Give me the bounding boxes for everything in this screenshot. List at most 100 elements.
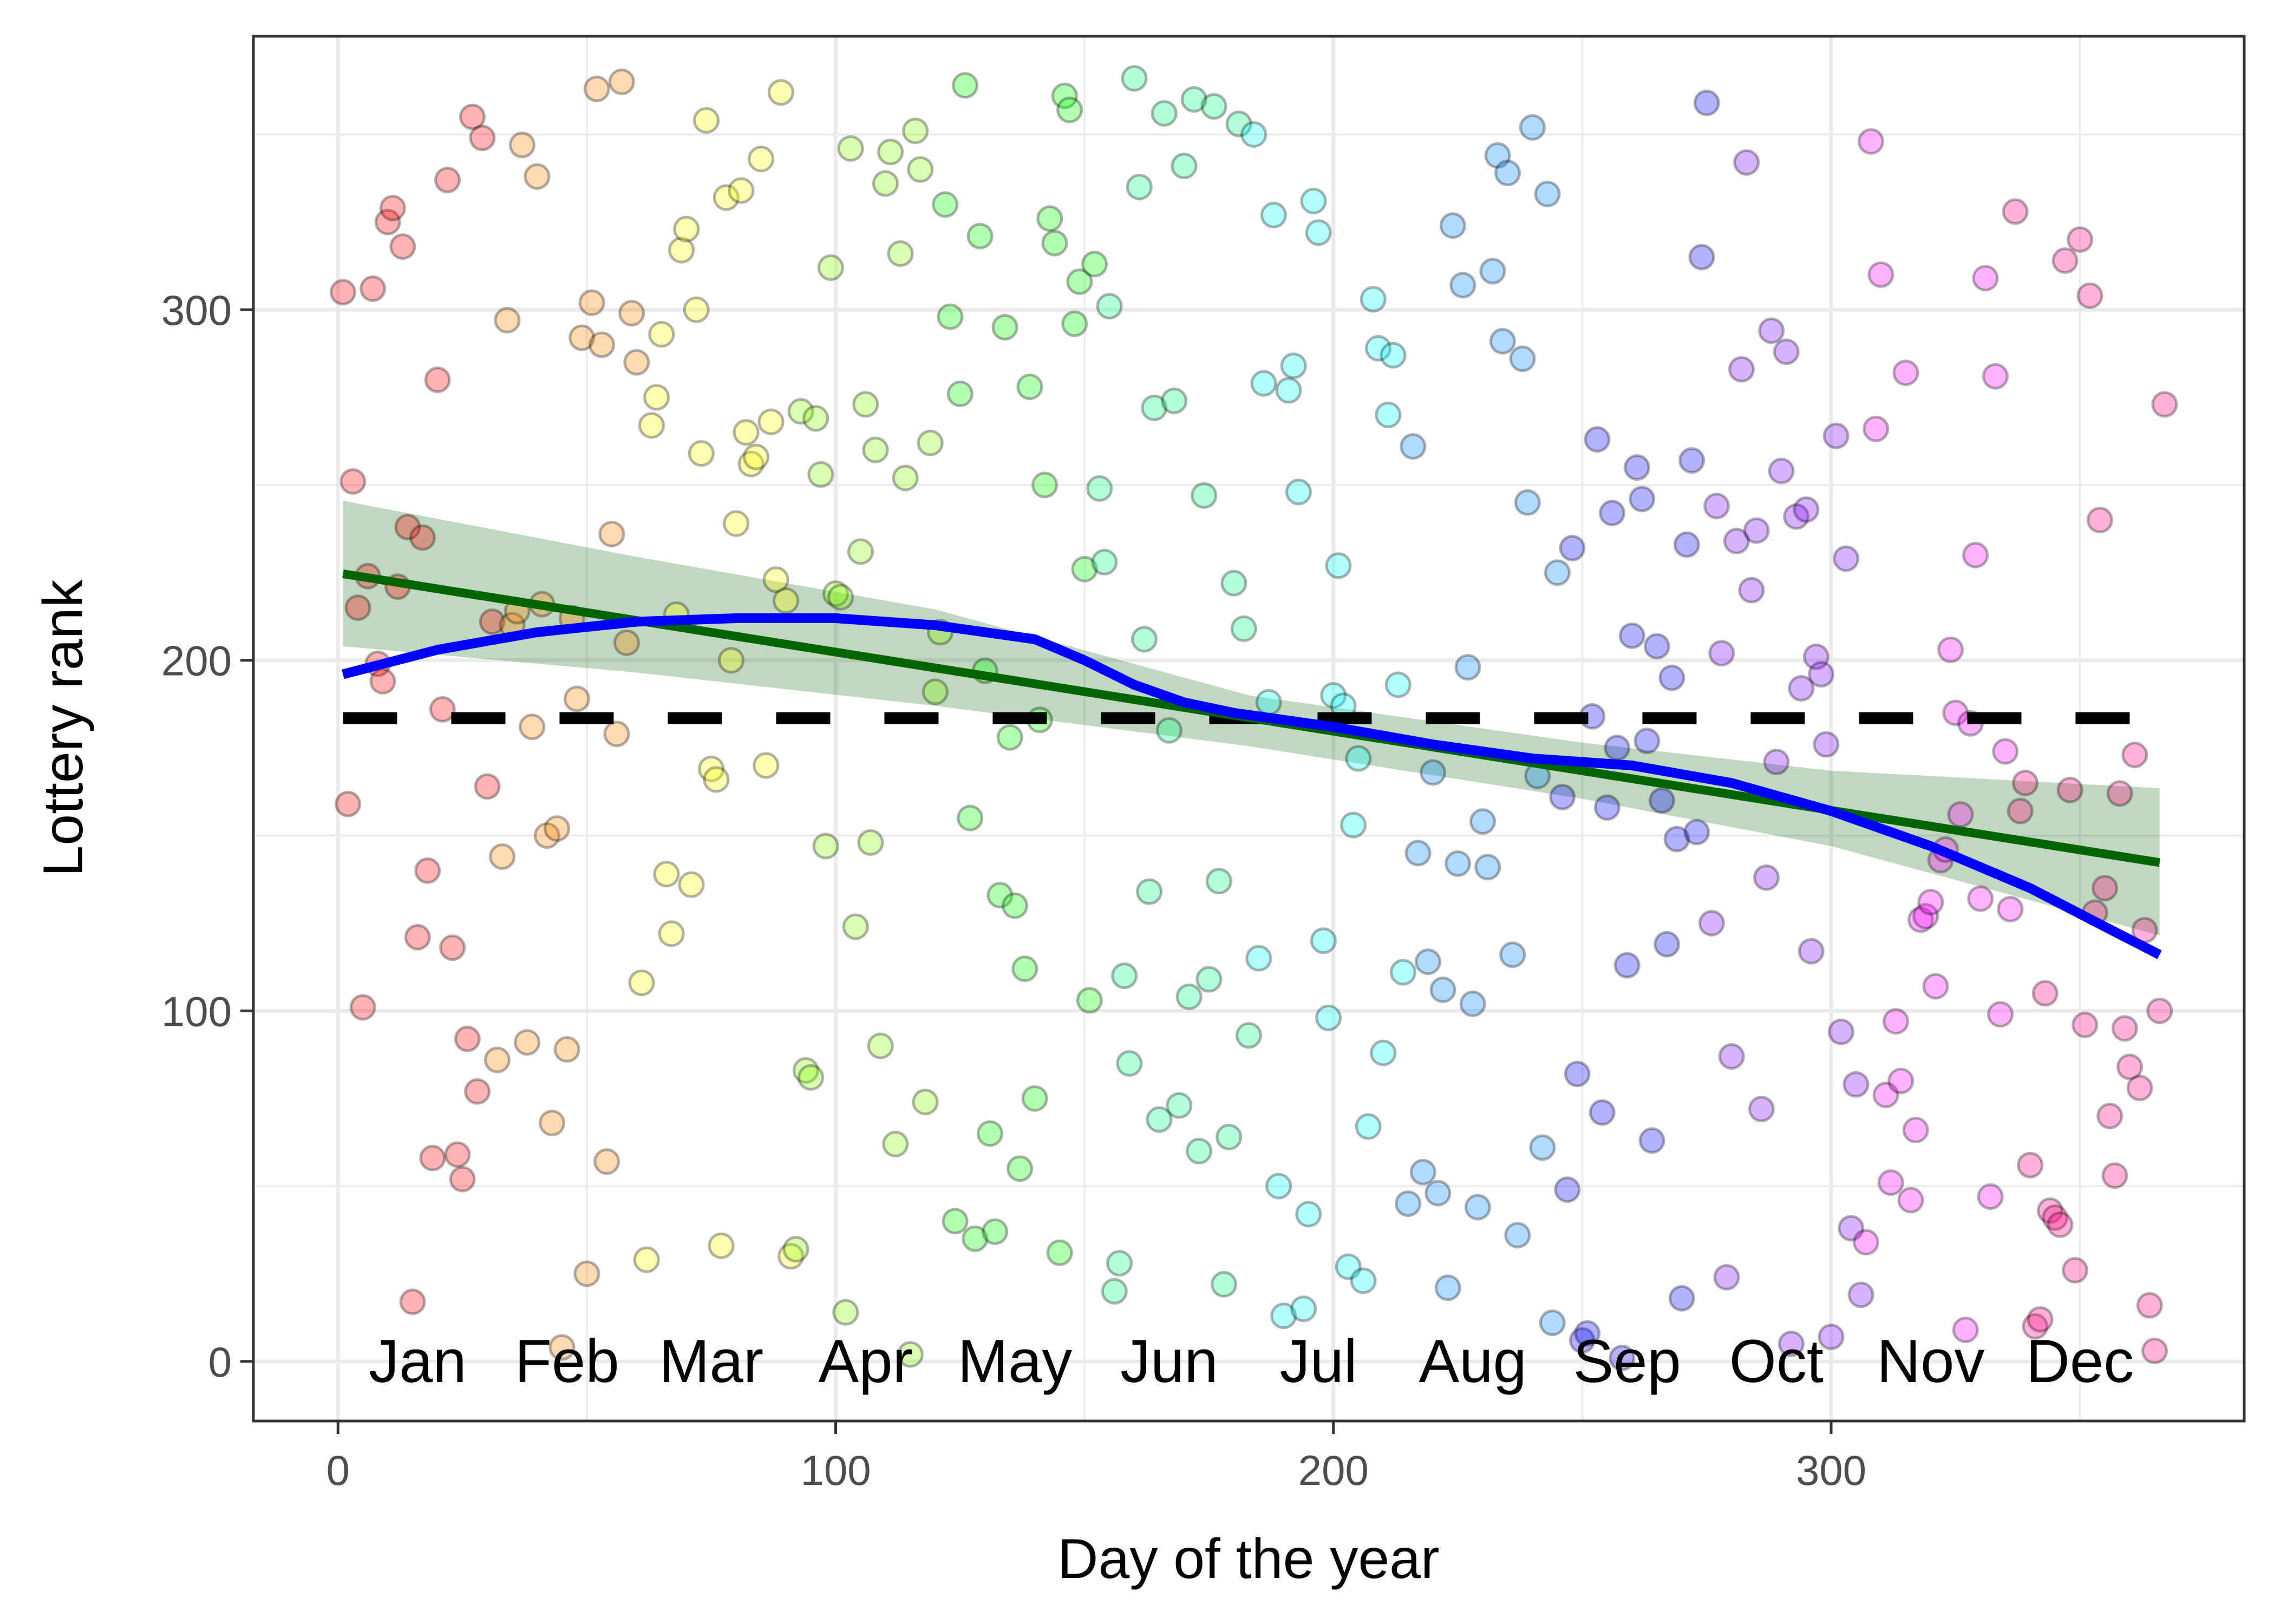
data-point-jun xyxy=(1175,983,1203,1010)
data-point-sep xyxy=(1633,728,1661,755)
data-point-dec xyxy=(2056,776,2083,803)
data-point-may xyxy=(986,882,1014,909)
data-point-mar xyxy=(638,412,665,439)
data-point-dec xyxy=(2061,1257,2088,1284)
data-point-nov xyxy=(1937,636,1964,663)
data-point-jan xyxy=(404,924,431,951)
data-point-apr xyxy=(907,156,934,183)
data-point-aug xyxy=(1449,272,1476,299)
data-point-jul xyxy=(1265,1173,1292,1200)
data-point-mar xyxy=(633,1246,660,1273)
data-point-oct xyxy=(1723,528,1750,555)
y-tick-label: 300 xyxy=(161,286,232,334)
data-point-nov xyxy=(1863,415,1890,442)
data-point-jul xyxy=(1250,370,1277,397)
data-point-oct xyxy=(1768,457,1795,484)
data-point-apr xyxy=(847,538,874,565)
data-point-sep xyxy=(1648,787,1675,814)
data-point-sep xyxy=(1564,1060,1591,1088)
x-tick-label: 200 xyxy=(1298,1446,1369,1494)
data-point-jan xyxy=(469,125,496,152)
data-point-sep xyxy=(1643,633,1670,660)
data-point-may xyxy=(1061,310,1088,337)
data-point-feb xyxy=(598,521,625,548)
data-point-may xyxy=(1011,955,1038,983)
data-point-jul xyxy=(1280,352,1307,379)
data-point-jul xyxy=(1350,1267,1377,1294)
data-point-nov xyxy=(1977,1183,2004,1210)
data-point-apr xyxy=(922,678,949,705)
data-point-oct xyxy=(1743,517,1770,544)
data-point-sep xyxy=(1559,534,1586,561)
month-label-mar: Mar xyxy=(659,1327,763,1395)
x-axis-title: Day of the year xyxy=(1057,1528,1439,1590)
data-point-dec xyxy=(2136,1292,2163,1319)
data-point-apr xyxy=(857,829,884,856)
data-point-jul xyxy=(1340,811,1367,839)
data-point-aug xyxy=(1539,1309,1566,1337)
data-point-feb xyxy=(483,1046,511,1073)
data-point-may xyxy=(932,191,959,218)
data-point-jun xyxy=(1136,878,1163,905)
data-point-may xyxy=(1056,96,1083,123)
data-point-feb xyxy=(618,300,645,327)
x-tick-label: 100 xyxy=(800,1446,871,1494)
data-point-jun xyxy=(1155,717,1182,744)
data-point-jul xyxy=(1315,1004,1342,1031)
data-point-oct xyxy=(1753,864,1780,891)
data-point-jun xyxy=(1191,482,1218,509)
data-point-nov xyxy=(1987,1001,2014,1028)
data-point-jan xyxy=(329,279,356,306)
data-point-jun xyxy=(1186,1137,1213,1164)
data-point-sep xyxy=(1554,1176,1581,1203)
data-point-mar xyxy=(728,177,755,204)
data-point-sep xyxy=(1668,1285,1695,1312)
data-point-aug xyxy=(1404,840,1432,867)
data-point-jan xyxy=(389,233,416,260)
data-point-jan xyxy=(335,790,362,817)
data-point-oct xyxy=(1778,1331,1805,1358)
data-point-jun xyxy=(1195,966,1223,993)
data-point-aug xyxy=(1445,850,1472,877)
data-point-jul xyxy=(1290,1295,1317,1322)
data-point-feb xyxy=(544,815,571,842)
month-label-apr: Apr xyxy=(819,1327,913,1395)
data-point-jul xyxy=(1300,187,1327,214)
data-point-mar xyxy=(668,237,695,264)
data-point-aug xyxy=(1459,990,1486,1017)
data-point-jan xyxy=(459,103,486,130)
data-point-jan xyxy=(399,1288,426,1315)
data-point-jun xyxy=(1086,475,1113,502)
data-point-jul xyxy=(1240,121,1267,148)
data-point-dec xyxy=(2146,997,2173,1024)
data-point-jan xyxy=(434,167,461,194)
data-point-dec xyxy=(2111,1015,2138,1042)
data-point-sep xyxy=(1609,1344,1636,1371)
data-point-jul xyxy=(1275,377,1302,404)
data-point-sep xyxy=(1629,486,1656,513)
data-point-jun xyxy=(1121,65,1148,92)
data-point-nov xyxy=(1947,801,1974,828)
data-point-feb xyxy=(608,68,635,95)
month-label-aug: Aug xyxy=(1419,1327,1527,1395)
data-point-jul xyxy=(1320,682,1347,709)
data-point-nov xyxy=(1962,541,1989,568)
data-point-mar xyxy=(678,871,705,898)
data-point-nov xyxy=(1912,902,1939,929)
data-point-mar xyxy=(658,920,685,947)
data-point-jul xyxy=(1260,201,1287,228)
data-point-nov xyxy=(1982,363,2009,390)
data-point-jun xyxy=(1091,548,1118,575)
data-point-apr xyxy=(917,429,944,456)
data-point-dec xyxy=(2116,1053,2144,1081)
data-point-apr xyxy=(792,1057,819,1084)
data-point-may xyxy=(1076,987,1103,1014)
data-point-feb xyxy=(568,324,596,351)
data-point-jul xyxy=(1335,1253,1362,1280)
data-point-nov xyxy=(1997,896,2024,923)
data-point-oct xyxy=(1708,640,1735,667)
data-point-aug xyxy=(1514,489,1541,516)
month-label-sep: Sep xyxy=(1573,1327,1681,1395)
data-point-dec xyxy=(2076,282,2103,309)
